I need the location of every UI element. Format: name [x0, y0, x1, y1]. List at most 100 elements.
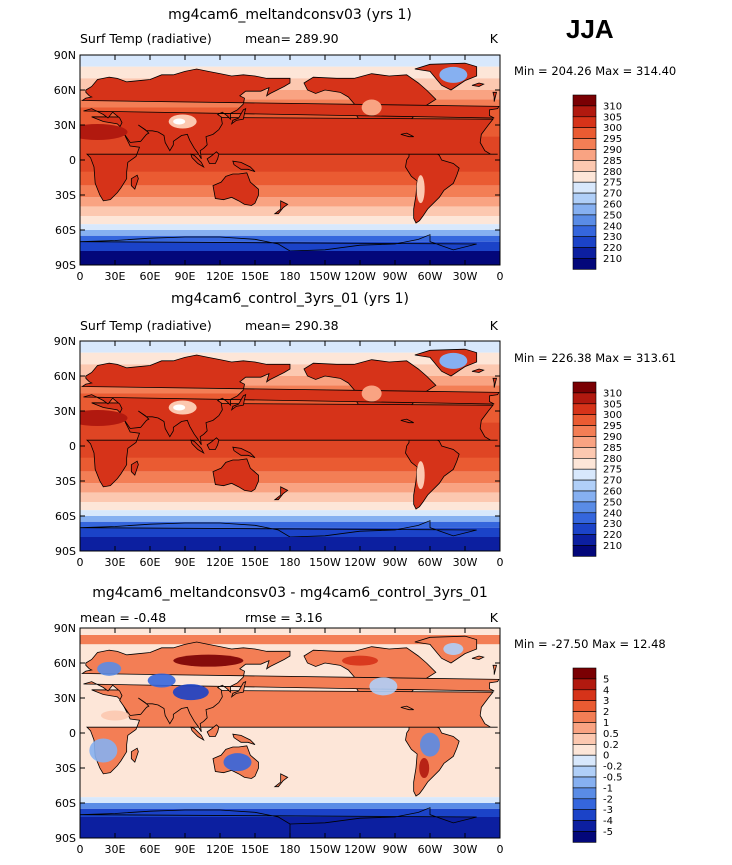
colorbar-box — [572, 457, 597, 470]
panel-title: mg4cam6_meltandconsv03 - mg4cam6_control… — [92, 585, 488, 601]
colorbar-box — [572, 787, 597, 800]
tibet-core — [173, 404, 186, 411]
colorbar-box — [572, 765, 597, 778]
x-tick-label: 150W — [309, 556, 341, 569]
colorbar-box — [572, 831, 597, 843]
colorbar-label: 290 — [603, 145, 622, 156]
lat-band — [80, 483, 500, 493]
lat-band — [80, 808, 500, 817]
land-outline — [230, 107, 247, 125]
andes — [416, 175, 425, 204]
colorbar-box — [572, 116, 597, 129]
colorbar-box — [572, 425, 597, 437]
lat-band — [80, 224, 500, 230]
left-label: Surf Temp (radiative) — [80, 318, 212, 333]
x-tick-label: 120E — [206, 843, 234, 856]
lat-band — [80, 185, 500, 198]
land-outline — [400, 132, 414, 138]
colorbar: 3103053002952902852802752702602502402302… — [572, 381, 622, 557]
colorbar-box — [572, 523, 597, 535]
colorbar-label: -2 — [603, 794, 613, 805]
x-tick-label: 30W — [453, 270, 478, 283]
x-tick-label: 90W — [383, 556, 408, 569]
colorbar: 3103053002952902852802752702602502402302… — [572, 94, 622, 270]
x-tick-label: 60W — [418, 843, 443, 856]
land-outline — [273, 773, 289, 788]
land-outline — [400, 418, 414, 424]
x-tick-label: 30W — [453, 843, 478, 856]
y-tick-label: 30S — [55, 762, 76, 775]
rockies — [361, 385, 382, 402]
left-label: Surf Temp (radiative) — [80, 31, 212, 46]
diff-patch — [147, 673, 176, 688]
land-outline — [130, 460, 139, 476]
center-label: mean= 290.38 — [245, 318, 339, 333]
land-outline — [212, 172, 259, 206]
colorbar-label: 280 — [603, 454, 622, 465]
x-tick-label: 180 — [280, 270, 301, 283]
colorbar-box — [572, 798, 597, 810]
diff-patch — [101, 710, 129, 721]
lat-band — [80, 635, 500, 645]
colorbar-label: 0.2 — [603, 740, 619, 751]
diff-patch — [443, 643, 464, 655]
land-outline — [190, 153, 205, 169]
rockies — [361, 99, 382, 116]
y-tick-label: 30N — [54, 405, 76, 418]
x-tick-label: 60E — [140, 843, 161, 856]
sahara-hot — [80, 410, 128, 426]
colorbar-label: -0.5 — [603, 773, 623, 784]
land-outline — [400, 705, 414, 711]
colorbar-box — [572, 403, 597, 415]
colorbar-label: 305 — [603, 399, 622, 410]
x-tick-label: 90W — [383, 843, 408, 856]
colorbar-box — [572, 127, 597, 139]
lat-band — [80, 492, 500, 502]
colorbar-box — [572, 138, 597, 150]
colorbar-label: 210 — [603, 541, 622, 552]
y-tick-label: 90N — [54, 622, 76, 635]
greenland-ice — [439, 66, 468, 83]
lat-band — [80, 216, 500, 225]
units-label: K — [490, 31, 499, 46]
land-outline — [230, 393, 247, 411]
colorbar-box — [572, 743, 597, 756]
diff-patch — [173, 654, 244, 667]
colorbar-label: 270 — [603, 189, 622, 200]
center-label: rmse = 3.16 — [245, 610, 323, 625]
x-tick-label: 60E — [140, 556, 161, 569]
y-tick-label: 0 — [69, 440, 76, 453]
colorbar-label: 0.5 — [603, 729, 619, 740]
y-tick-label: 90S — [55, 545, 76, 558]
x-tick-label: 0 — [77, 556, 84, 569]
land-outline — [471, 368, 485, 373]
colorbar-box — [572, 436, 597, 448]
lat-band — [80, 206, 500, 216]
colorbar-box — [572, 733, 597, 745]
lat-band — [80, 197, 500, 207]
lat-band — [80, 364, 500, 376]
colorbar-box — [572, 711, 597, 723]
lat-band — [80, 376, 500, 386]
x-tick-label: 0 — [77, 270, 84, 283]
land-outline — [206, 437, 220, 450]
lat-band — [80, 516, 500, 522]
lat-band — [80, 521, 500, 528]
y-tick-label: 30S — [55, 189, 76, 202]
tibet-core — [173, 118, 186, 125]
x-tick-label: 30E — [105, 556, 126, 569]
lat-band — [80, 352, 500, 365]
y-tick-label: 0 — [69, 727, 76, 740]
colorbar-box — [572, 468, 597, 481]
diff-patch — [97, 661, 122, 676]
x-tick-label: 150W — [309, 270, 341, 283]
land-outline — [130, 747, 139, 763]
x-tick-label: 0 — [497, 843, 504, 856]
x-tick-label: 120W — [344, 556, 376, 569]
x-tick-label: 120E — [206, 270, 234, 283]
land-outline — [80, 520, 477, 551]
y-tick-label: 60N — [54, 370, 76, 383]
colorbar-box — [572, 689, 597, 701]
